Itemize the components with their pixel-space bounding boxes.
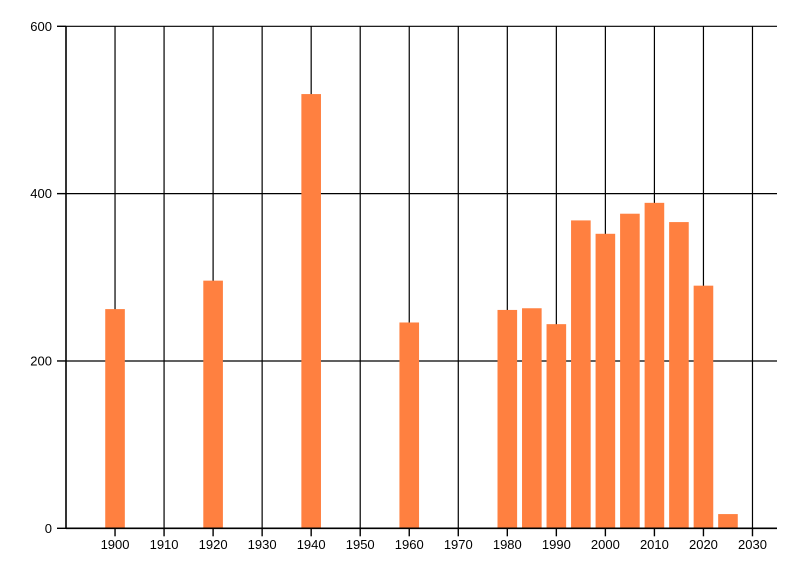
bar-1920 bbox=[203, 280, 223, 529]
x-tick-label: 1900 bbox=[101, 537, 130, 552]
bar-1985 bbox=[522, 308, 542, 529]
bar-2020 bbox=[693, 285, 714, 529]
x-tick-label: 2000 bbox=[591, 537, 620, 552]
x-tick-label: 1930 bbox=[248, 537, 277, 552]
bar-1990 bbox=[546, 324, 567, 529]
y-tick-label: 600 bbox=[30, 19, 52, 34]
y-tick-label: 400 bbox=[30, 186, 52, 201]
bar-2025 bbox=[718, 514, 738, 529]
x-tick-label: 1920 bbox=[199, 537, 228, 552]
x-tick-label: 2020 bbox=[689, 537, 718, 552]
x-tick-label: 1910 bbox=[150, 537, 179, 552]
bar-2010 bbox=[644, 202, 665, 529]
x-tick-label: 1940 bbox=[297, 537, 326, 552]
x-tick-label: 2010 bbox=[640, 537, 669, 552]
bar-1940 bbox=[301, 94, 321, 529]
bar-1900 bbox=[105, 309, 125, 529]
x-tick-label: 2030 bbox=[738, 537, 767, 552]
bar-1960 bbox=[399, 322, 420, 529]
x-tick-label: 1970 bbox=[444, 537, 473, 552]
y-tick-label: 200 bbox=[30, 353, 52, 368]
y-tick-label: 0 bbox=[45, 521, 52, 536]
bar-2005 bbox=[620, 213, 640, 529]
x-tick-label: 1960 bbox=[395, 537, 424, 552]
bar-1980 bbox=[497, 309, 518, 529]
bar-2015 bbox=[669, 222, 689, 529]
x-tick-label: 1990 bbox=[542, 537, 571, 552]
x-tick-label: 1980 bbox=[493, 537, 522, 552]
x-tick-label: 1950 bbox=[346, 537, 375, 552]
bar-1995 bbox=[571, 220, 591, 529]
bar-2000 bbox=[595, 233, 616, 529]
